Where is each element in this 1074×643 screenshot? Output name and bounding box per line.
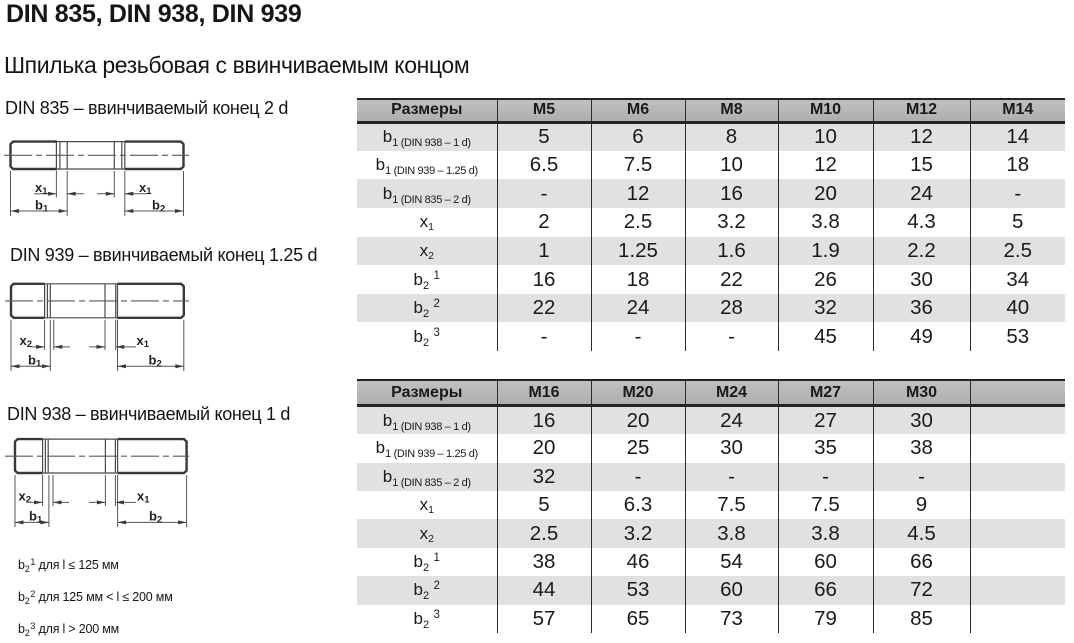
svg-text:b1: b1 [28,353,42,370]
svg-text:b2: b2 [149,353,162,370]
svg-text:x1: x1 [139,180,152,197]
svg-text:x1: x1 [137,489,150,506]
svg-text:b1: b1 [35,198,49,215]
svg-text:x2: x2 [19,489,32,506]
svg-text:x1: x1 [35,180,48,197]
svg-text:b2: b2 [152,198,165,215]
svg-text:b1: b1 [29,509,43,526]
svg-text:b2: b2 [149,509,162,526]
svg-text:x2: x2 [20,333,33,350]
svg-text:x1: x1 [137,333,150,350]
